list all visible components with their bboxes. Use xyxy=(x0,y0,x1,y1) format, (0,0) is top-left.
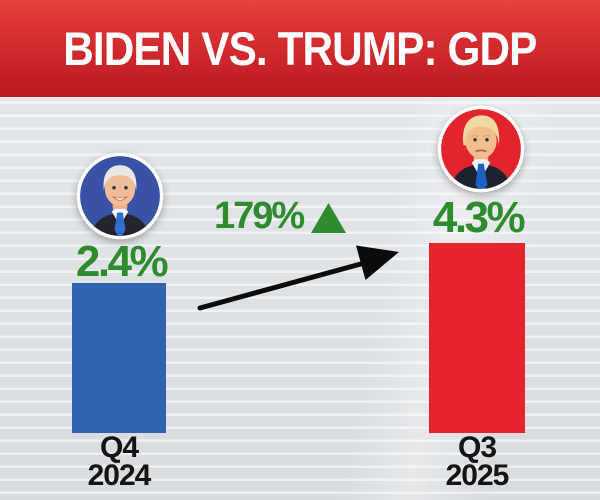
trump-xlabel: Q3 2025 xyxy=(392,431,562,492)
header-banner: BIDEN VS. TRUMP: GDP xyxy=(0,0,600,97)
up-triangle-icon xyxy=(311,202,347,233)
biden-value-label: 2.4% xyxy=(75,237,169,286)
biden-avatar xyxy=(74,150,166,242)
page-title: BIDEN VS. TRUMP: GDP xyxy=(63,22,537,75)
biden-portrait-icon xyxy=(76,152,164,240)
biden-quarter-label: Q4 xyxy=(99,431,139,464)
trump-year-label: 2025 xyxy=(445,459,510,492)
trump-value-label: 4.3% xyxy=(432,193,526,242)
biden-xlabel: Q4 2024 xyxy=(34,431,204,492)
biden-gdp-bar xyxy=(72,283,166,433)
change-percent-label: 179% xyxy=(214,195,305,237)
change-annotation: 179% xyxy=(214,195,347,238)
trump-gdp-bar xyxy=(429,243,525,433)
trump-portrait-icon xyxy=(437,105,525,193)
trump-avatar xyxy=(435,103,527,195)
trump-quarter-label: Q3 xyxy=(457,431,497,464)
biden-year-label: 2024 xyxy=(87,459,152,492)
